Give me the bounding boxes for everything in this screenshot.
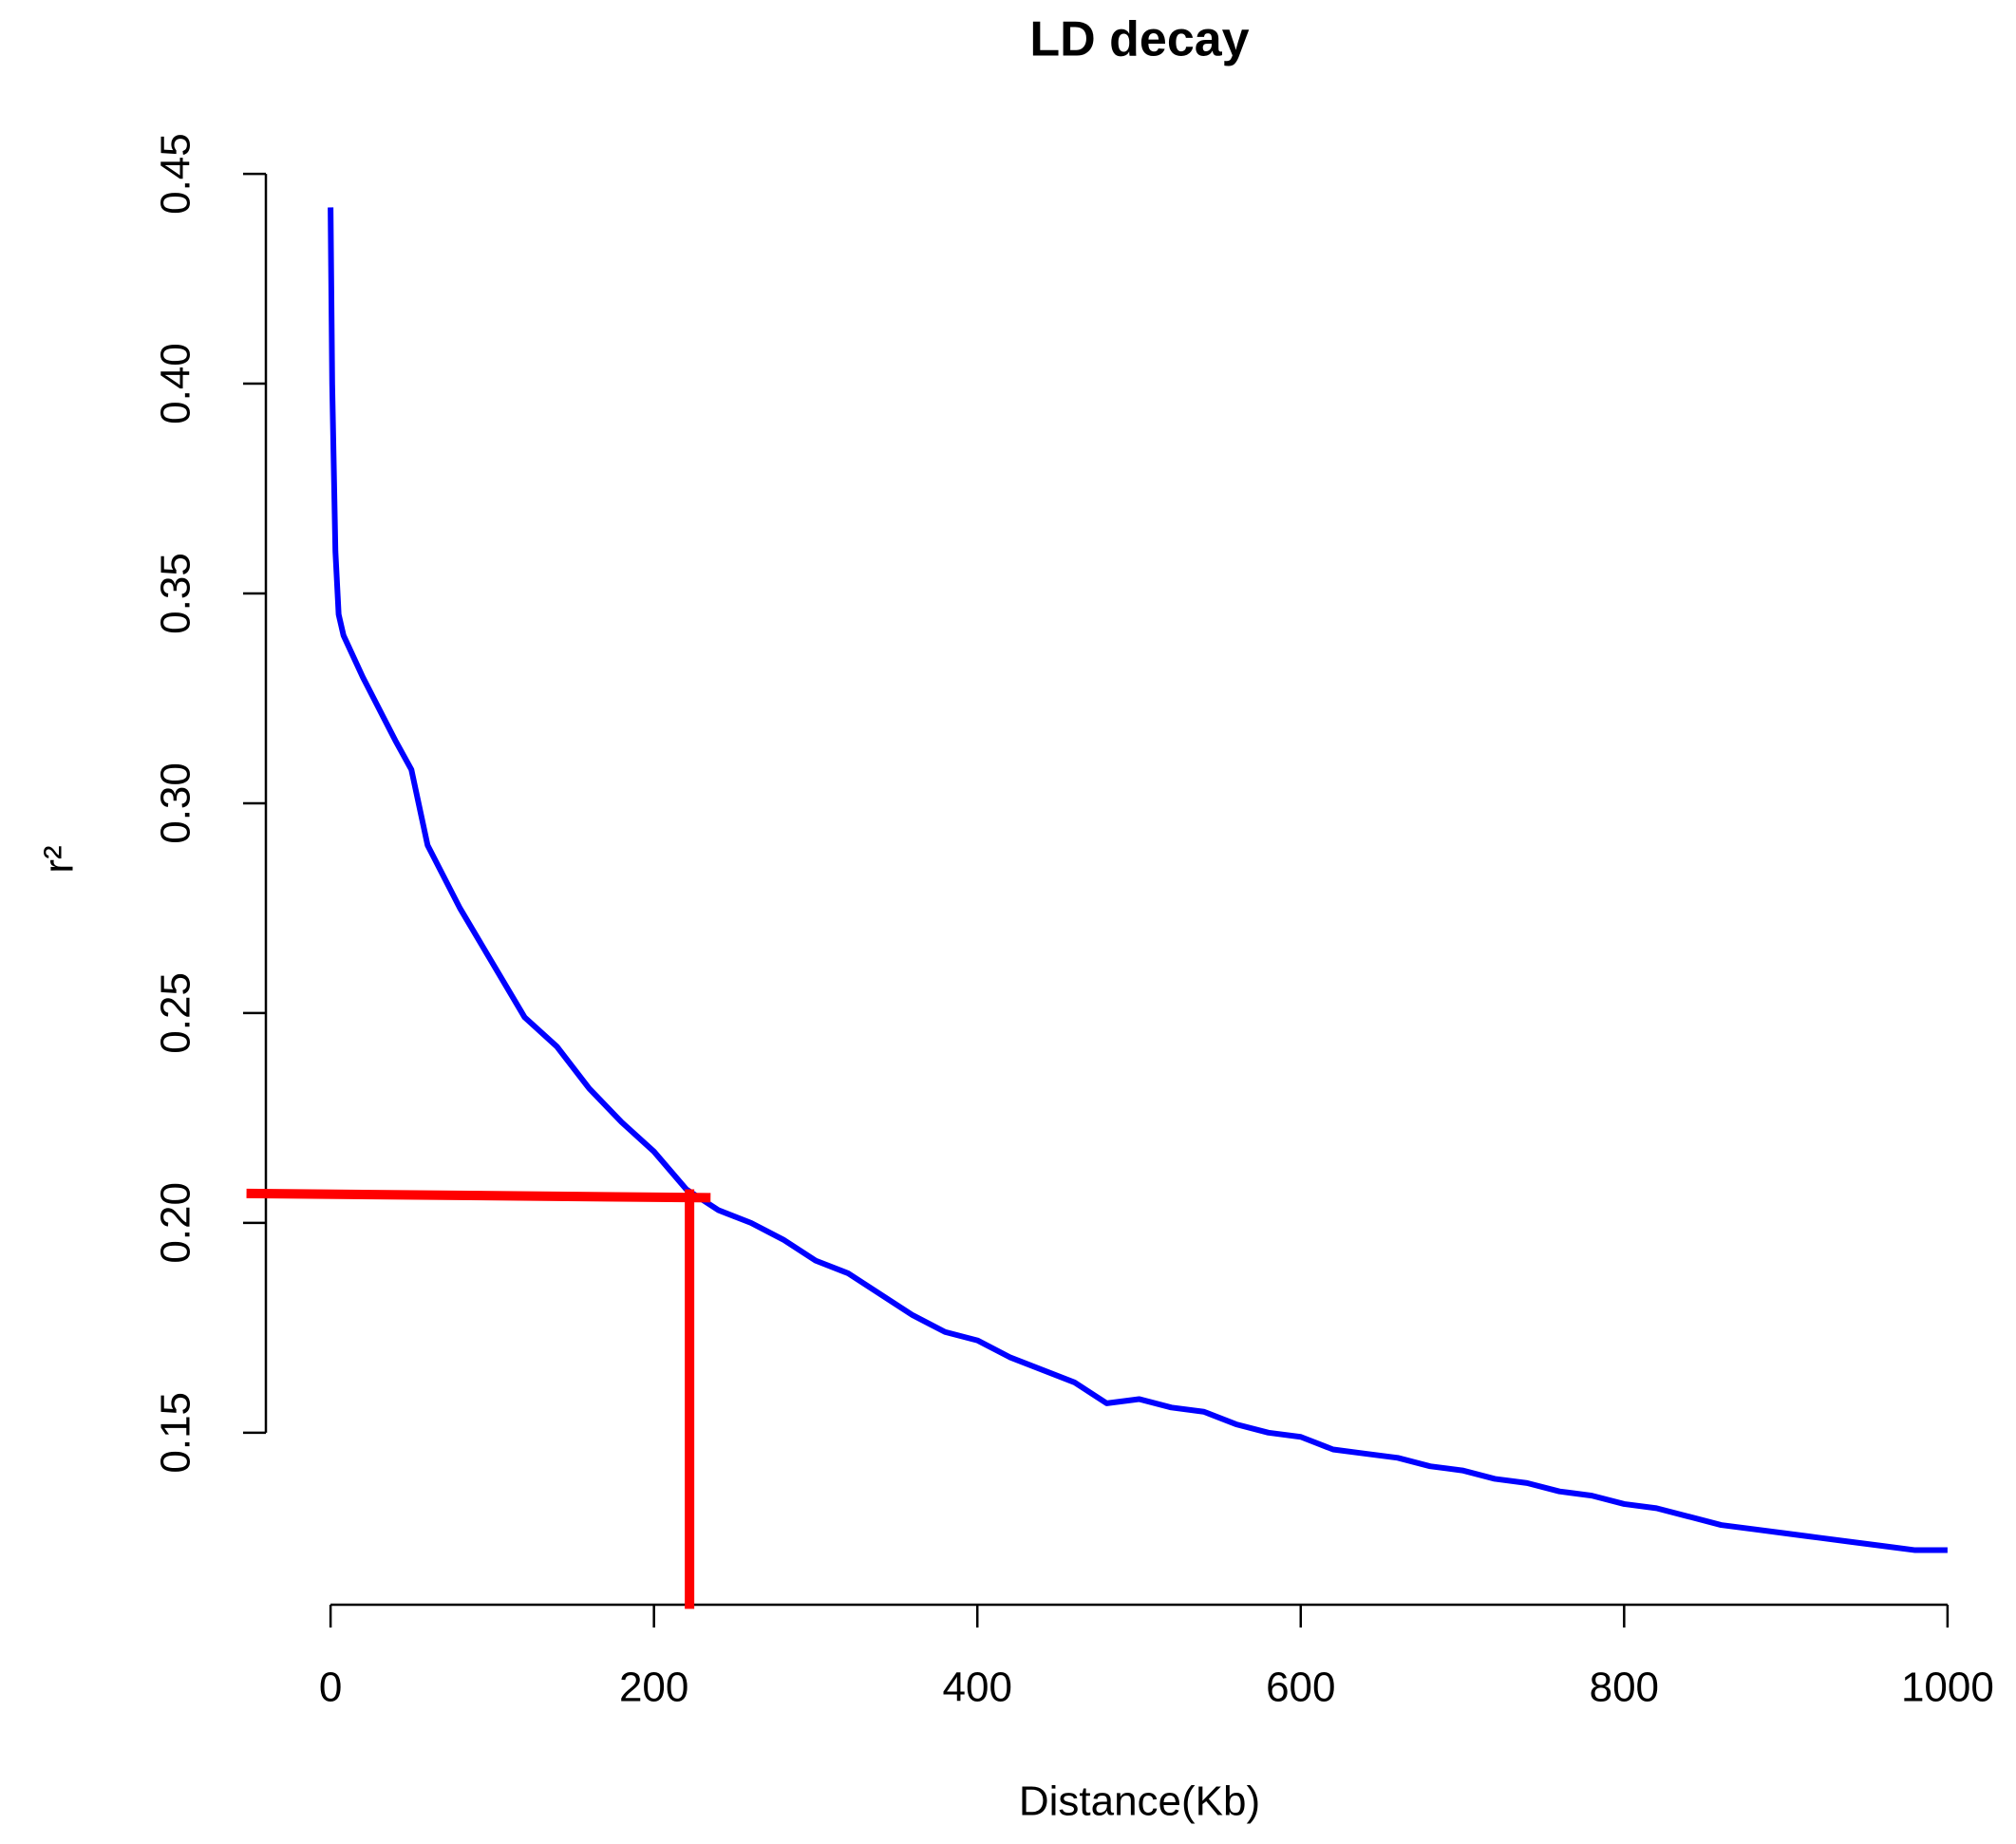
y-tick-label: 0.25 — [153, 972, 199, 1054]
y-tick-label: 0.40 — [153, 343, 199, 424]
data-line — [328, 207, 1948, 1553]
x-tick-label: 400 — [943, 1665, 1012, 1711]
x-tick-label: 0 — [319, 1665, 342, 1711]
y-tick-label: 0.15 — [153, 1392, 199, 1474]
x-tick-label: 600 — [1266, 1665, 1335, 1711]
x-tick-label: 1000 — [1901, 1665, 1994, 1711]
y-tick-label: 0.35 — [153, 553, 199, 634]
y-tick-label: 0.20 — [153, 1182, 199, 1264]
x-tick-label: 800 — [1590, 1665, 1659, 1711]
x-axis-title: Distance(Kb) — [1019, 1778, 1260, 1825]
chart-title: LD decay — [1029, 12, 1249, 67]
y-tick-label: 0.45 — [153, 133, 199, 215]
y-tick-label: 0.30 — [153, 762, 199, 844]
y-axis-title: r² — [36, 845, 83, 873]
reference-line — [246, 1188, 711, 1203]
x-tick-label: 200 — [619, 1665, 688, 1711]
